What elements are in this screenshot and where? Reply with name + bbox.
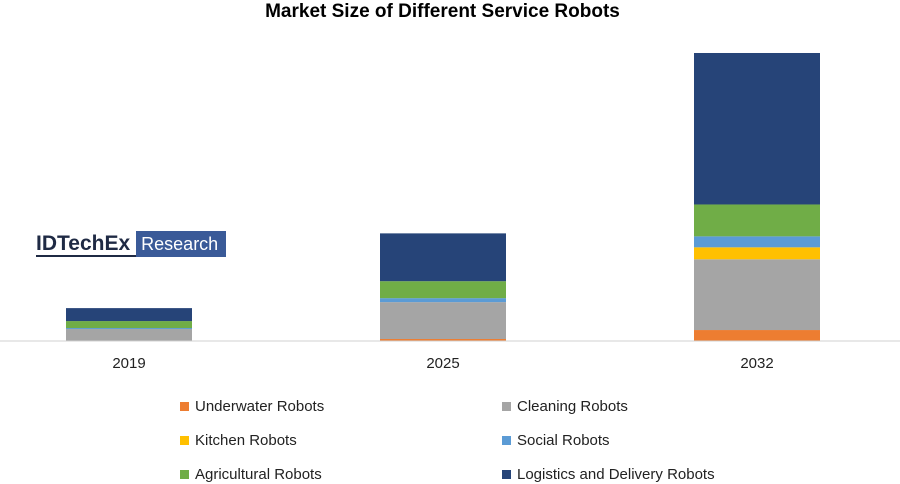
legend-item: Social Robots <box>502 430 780 450</box>
logo-brand-text: IDTechEx <box>36 231 137 257</box>
legend-swatch <box>502 469 511 479</box>
legend-swatch <box>502 401 511 411</box>
legend-item: Underwater Robots <box>180 396 502 416</box>
legend-swatch <box>180 469 189 479</box>
bar-2032-agricultural-robots <box>694 204 820 237</box>
legend-label: Social Robots <box>517 431 610 449</box>
legend-swatch <box>180 401 189 411</box>
legend-label: Kitchen Robots <box>195 431 297 449</box>
bar-2025-agricultural-robots <box>380 281 506 299</box>
x-tick-labels: 2019 2025 2032 <box>112 355 773 372</box>
bar-2019-logistics-and-delivery-robots <box>66 308 192 322</box>
bar-2025-social-robots <box>380 298 506 303</box>
chart-title: Market Size of Different Service Robots <box>265 1 620 22</box>
bar-2032-kitchen-robots <box>694 247 820 260</box>
x-tick-label: 2032 <box>740 355 773 372</box>
legend-label: Agricultural Robots <box>195 465 322 483</box>
legend-swatch <box>502 435 511 445</box>
bar-2025-cleaning-robots <box>380 302 506 340</box>
x-tick-label: 2025 <box>426 355 459 372</box>
legend-label: Cleaning Robots <box>517 397 628 415</box>
legend-swatch <box>180 435 189 445</box>
bar-2032-underwater-robots <box>694 330 820 341</box>
legend-label: Logistics and Delivery Robots <box>517 465 715 483</box>
legend-item: Cleaning Robots <box>502 396 780 416</box>
bar-2019-agricultural-robots <box>66 321 192 329</box>
legend: Underwater Robots Cleaning Robots Kitchen … <box>180 396 780 484</box>
bar-2025-underwater-robots <box>380 339 506 341</box>
idtechex-logo: IDTechEx Research <box>36 231 227 257</box>
legend-item: Agricultural Robots <box>180 464 502 484</box>
bar-2032-logistics-and-delivery-robots <box>694 52 820 205</box>
legend-label: Underwater Robots <box>195 397 325 415</box>
bar-2019-social-robots <box>66 328 192 330</box>
bar-2032-social-robots <box>694 236 820 248</box>
bar-2019-cleaning-robots <box>66 329 192 341</box>
x-tick-label: 2019 <box>112 355 145 372</box>
bar-2032-cleaning-robots <box>694 259 820 331</box>
logo-research-text: Research <box>136 231 227 257</box>
bar-2025-logistics-and-delivery-robots <box>380 233 506 282</box>
legend-item: Kitchen Robots <box>180 430 502 450</box>
legend-item: Logistics and Delivery Robots <box>502 464 780 484</box>
bar-group <box>66 52 820 341</box>
